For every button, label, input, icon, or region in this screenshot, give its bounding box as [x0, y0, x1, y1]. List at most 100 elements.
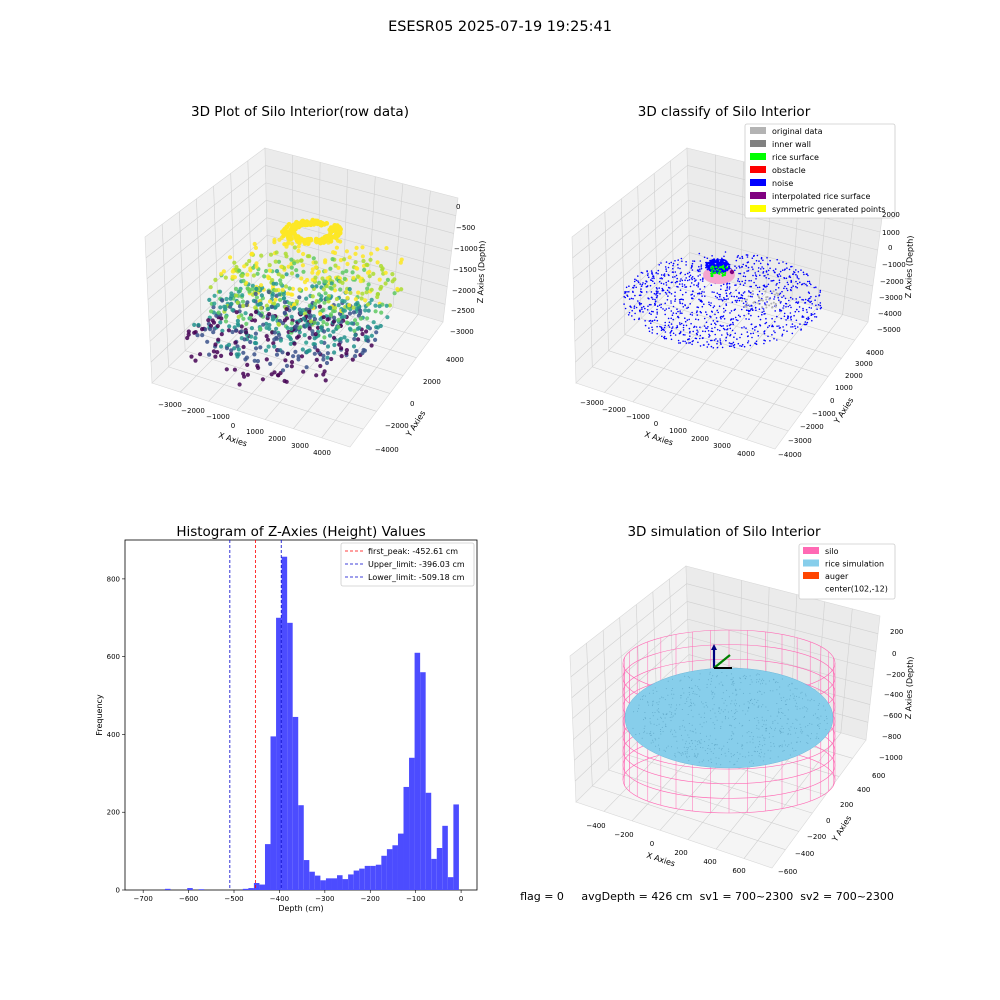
- rice-surface-point: [721, 274, 724, 277]
- raw-point: [321, 315, 326, 320]
- rice-point: [796, 728, 798, 729]
- noise-point: [668, 307, 670, 310]
- noise-point: [660, 282, 663, 285]
- noise-point: [695, 337, 698, 340]
- raw-grid: [145, 155, 456, 439]
- raw-point: [264, 268, 269, 274]
- raw-point: [383, 270, 388, 275]
- noise-point: [756, 254, 759, 257]
- rice-point: [741, 745, 743, 747]
- rice-point: [689, 704, 691, 706]
- noise-point: [819, 304, 822, 307]
- raw-point: [249, 252, 254, 257]
- noise-point: [755, 284, 757, 287]
- rice-surface-point: [710, 272, 713, 275]
- noise-point: [648, 327, 650, 329]
- noise-point: [795, 285, 797, 288]
- noise-point: [757, 335, 760, 337]
- rice-point: [644, 730, 645, 732]
- noise-point: [763, 331, 765, 333]
- noise-point: [761, 293, 763, 295]
- noise-point: [742, 263, 744, 266]
- noise-point: [724, 328, 726, 331]
- raw-point: [385, 277, 390, 282]
- noise-point: [801, 283, 804, 285]
- raw-point: [351, 344, 357, 349]
- rice-point: [759, 691, 761, 693]
- noise-point: [748, 318, 750, 321]
- grid-line: [840, 608, 853, 733]
- raw-point: [345, 338, 350, 343]
- raw-point: [304, 307, 309, 312]
- raw-point: [345, 295, 350, 300]
- noise-point: [650, 310, 653, 313]
- noise-point: [747, 309, 749, 312]
- raw-point: [282, 378, 287, 384]
- histogram-title: Histogram of Z-Axies (Height) Values: [176, 524, 425, 540]
- noise-point: [760, 256, 763, 259]
- noise-point: [713, 339, 716, 341]
- rice-point: [713, 748, 715, 750]
- rice-surface-point: [712, 266, 715, 269]
- noise-point: [754, 326, 756, 329]
- raw-point: [230, 307, 235, 312]
- classify-xtick: −3000: [580, 399, 604, 407]
- rice-point: [754, 717, 756, 719]
- rice-point: [807, 725, 809, 727]
- noise-point: [701, 337, 704, 340]
- rice-point: [797, 737, 799, 738]
- rice-point: [762, 760, 764, 762]
- noise-point: [743, 345, 746, 348]
- rice-point: [679, 704, 681, 706]
- rice-point: [793, 695, 795, 697]
- noise-point: [705, 311, 707, 313]
- raw-point: [295, 335, 300, 340]
- noise-point: [711, 330, 714, 333]
- noise-point: [641, 272, 644, 274]
- noise-point: [745, 300, 747, 303]
- rice-point: [632, 727, 634, 729]
- raw-point: [377, 277, 382, 282]
- rice-point: [712, 752, 714, 754]
- original-point: [751, 293, 754, 296]
- noise-point: [702, 277, 704, 280]
- raw-point: [301, 269, 306, 274]
- raw-point: [295, 273, 300, 278]
- rice-point: [730, 735, 732, 737]
- raw-point: [211, 349, 216, 354]
- grid-line: [367, 176, 376, 300]
- histogram-bar: [453, 804, 459, 890]
- raw-point: [228, 351, 234, 356]
- rice-point: [703, 759, 705, 761]
- noise-point: [656, 305, 659, 308]
- simulation-legend-label: auger: [825, 572, 849, 581]
- noise-point: [682, 329, 685, 331]
- noise-point: [669, 332, 671, 334]
- rice-point: [765, 728, 767, 730]
- noise-point: [637, 300, 639, 302]
- noise-point: [804, 321, 807, 323]
- raw-point: [286, 264, 291, 269]
- rice-point: [798, 696, 800, 698]
- grid-line: [657, 301, 842, 359]
- rice-point: [780, 745, 782, 746]
- rice-point: [730, 673, 732, 675]
- raw-point: [267, 299, 273, 304]
- noise-point: [802, 316, 805, 318]
- noise-point: [729, 334, 732, 336]
- raw-point: [258, 301, 263, 306]
- noise-point: [769, 340, 771, 342]
- grid-line: [196, 198, 203, 335]
- raw-point: [289, 321, 294, 326]
- raw-point: [342, 308, 347, 313]
- noise-point: [762, 267, 765, 270]
- rice-point: [802, 698, 803, 700]
- noise-point: [625, 286, 628, 289]
- noise-point: [674, 300, 676, 302]
- raw-point: [292, 261, 297, 266]
- rice-point: [713, 696, 715, 698]
- rice-point: [763, 680, 765, 682]
- raw-point: [278, 338, 283, 343]
- grid-line: [717, 306, 818, 431]
- raw-point: [236, 352, 241, 357]
